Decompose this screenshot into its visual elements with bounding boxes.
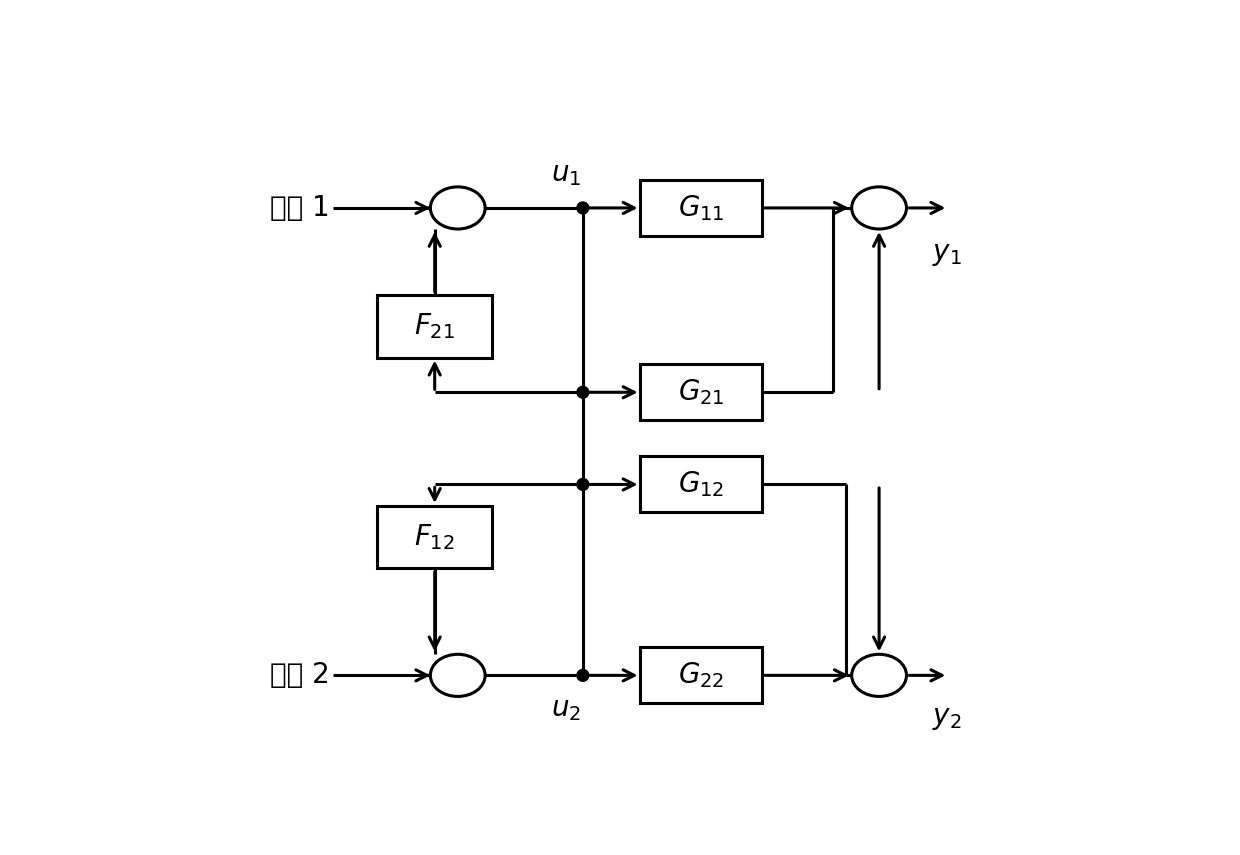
- Ellipse shape: [430, 654, 485, 697]
- Ellipse shape: [430, 187, 485, 229]
- Text: 通道 1: 通道 1: [269, 194, 330, 222]
- Bar: [640, 180, 763, 236]
- Text: 通道 2: 通道 2: [269, 662, 330, 689]
- Text: $y_2$: $y_2$: [931, 705, 961, 732]
- Ellipse shape: [852, 654, 906, 697]
- Text: $G_{12}$: $G_{12}$: [678, 469, 724, 499]
- Ellipse shape: [852, 187, 906, 229]
- Circle shape: [577, 202, 589, 214]
- Text: $y_1$: $y_1$: [931, 241, 961, 268]
- Text: $u_1$: $u_1$: [552, 162, 582, 188]
- Circle shape: [577, 479, 589, 491]
- Text: $F_{12}$: $F_{12}$: [414, 522, 455, 552]
- Bar: [377, 506, 492, 569]
- Text: $u_2$: $u_2$: [552, 697, 582, 723]
- Text: $G_{22}$: $G_{22}$: [678, 660, 724, 690]
- Text: $G_{11}$: $G_{11}$: [678, 193, 724, 223]
- Bar: [377, 295, 492, 357]
- Bar: [640, 457, 763, 512]
- Bar: [640, 364, 763, 421]
- Text: $F_{21}$: $F_{21}$: [414, 311, 455, 341]
- Circle shape: [577, 386, 589, 398]
- Text: $G_{21}$: $G_{21}$: [678, 377, 724, 407]
- Bar: [640, 647, 763, 704]
- Circle shape: [577, 669, 589, 681]
